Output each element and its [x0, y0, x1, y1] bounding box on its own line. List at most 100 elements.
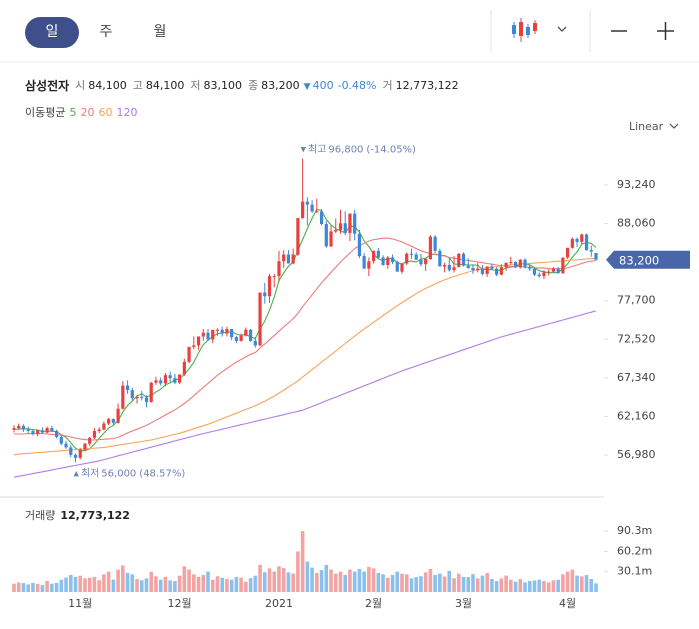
- candle-body: [196, 336, 201, 346]
- candle-body: [258, 292, 262, 346]
- candle-body: [428, 236, 432, 260]
- candle-body: [64, 443, 68, 448]
- volume-bar: [31, 582, 35, 592]
- candle-body: [121, 385, 125, 409]
- volume-bar: [154, 576, 158, 592]
- volume-bar: [461, 576, 466, 592]
- volume-bar: [362, 571, 366, 592]
- candle-body: [310, 204, 314, 212]
- x-tick-label: 4월: [559, 597, 576, 610]
- text-part: ▼: [301, 145, 307, 153]
- candle-body: [551, 268, 556, 272]
- text-part: 거: [383, 79, 393, 92]
- text-part: 종: [248, 79, 258, 92]
- x-tick-label: 2월: [365, 597, 382, 610]
- candle-body: [173, 378, 177, 383]
- text-part: 이동평균: [25, 106, 65, 119]
- volume-bar: [192, 574, 196, 592]
- text-part: 83,200: [261, 79, 300, 92]
- tab[interactable]: 월: [154, 24, 167, 40]
- candle-body: [509, 261, 513, 263]
- candle-body: [589, 250, 593, 252]
- volume-bar: [300, 531, 305, 592]
- volume-bar: [386, 577, 390, 592]
- candle-body: [211, 329, 215, 340]
- volume-bar: [456, 573, 461, 592]
- candle-body: [201, 332, 205, 337]
- text-part: 96,800: [328, 144, 363, 155]
- volume-bar: [73, 576, 78, 592]
- volume-bar: [471, 574, 475, 592]
- volume-bar: [220, 577, 224, 592]
- volume-bar: [485, 573, 489, 592]
- tab[interactable]: 일: [46, 24, 59, 40]
- candle-body: [442, 264, 447, 267]
- volume-bar: [83, 578, 87, 592]
- candle-body: [490, 266, 494, 269]
- ma-line: [13, 208, 597, 452]
- candle-body: [357, 233, 362, 257]
- volume-bar: [92, 576, 97, 592]
- volume-bar: [499, 578, 504, 592]
- candle-body: [163, 375, 168, 384]
- volume-bar: [580, 576, 584, 592]
- candle-body: [301, 201, 305, 219]
- candle-body: [547, 271, 551, 273]
- chart-type-button[interactable]: [512, 18, 567, 42]
- y-tick-label: 62,160: [617, 409, 656, 422]
- volume-bar: [556, 579, 560, 592]
- volume-bar: [163, 576, 168, 592]
- candle-body: [495, 268, 499, 275]
- candle-body: [187, 346, 191, 362]
- volume-bar: [527, 581, 532, 592]
- volume-bar: [168, 580, 172, 592]
- volume-bar: [518, 579, 523, 592]
- text-part: 거래량: [25, 509, 55, 522]
- volume-bar: [111, 579, 116, 592]
- candle-body: [97, 429, 101, 432]
- candle-body: [409, 253, 414, 255]
- candle-body: [286, 254, 291, 264]
- volume-bar: [187, 569, 191, 592]
- volume-bar: [182, 566, 187, 592]
- volume-bar: [144, 578, 149, 592]
- candle-body: [376, 250, 380, 258]
- volume-bar: [376, 572, 381, 592]
- volume-bar: [116, 569, 120, 592]
- volume-bar: [106, 571, 111, 592]
- candle-body: [570, 238, 574, 248]
- tab[interactable]: 주: [100, 24, 113, 40]
- candle-body: [107, 419, 111, 424]
- volume-bar: [40, 585, 45, 592]
- candle-body: [178, 374, 182, 383]
- volume-bar: [324, 564, 329, 592]
- volume-bar: [390, 574, 395, 592]
- y-tick-label: 93,240: [617, 178, 656, 191]
- volume-bar: [149, 571, 154, 592]
- volume-bar: [253, 575, 258, 592]
- candle-body: [239, 335, 243, 341]
- volume-bar: [12, 583, 16, 592]
- y-tick-label: 60.2m: [617, 544, 652, 557]
- candle-body: [125, 385, 130, 391]
- volume-bar: [343, 574, 348, 592]
- text-part: 84,100: [146, 79, 185, 92]
- volume-bar: [59, 579, 64, 592]
- volume-bar: [565, 571, 570, 592]
- candle-body: [215, 329, 220, 331]
- text-part: ▲: [74, 469, 80, 477]
- volume-bar: [267, 568, 272, 592]
- tab-selected-bg[interactable]: [25, 17, 79, 48]
- candle-body: [296, 218, 300, 255]
- text-part: (-14.05%): [366, 144, 416, 155]
- candle-body: [144, 397, 149, 402]
- candle-body: [168, 375, 172, 379]
- volume-bar: [452, 578, 456, 592]
- scale-button[interactable]: Linear: [629, 120, 679, 133]
- candle-body: [566, 247, 570, 258]
- volume-bar: [16, 582, 21, 592]
- scale-label[interactable]: Linear: [629, 120, 664, 133]
- candle-body: [390, 257, 395, 262]
- zoom-in-button[interactable]: [657, 22, 674, 40]
- volume-bar: [561, 574, 565, 592]
